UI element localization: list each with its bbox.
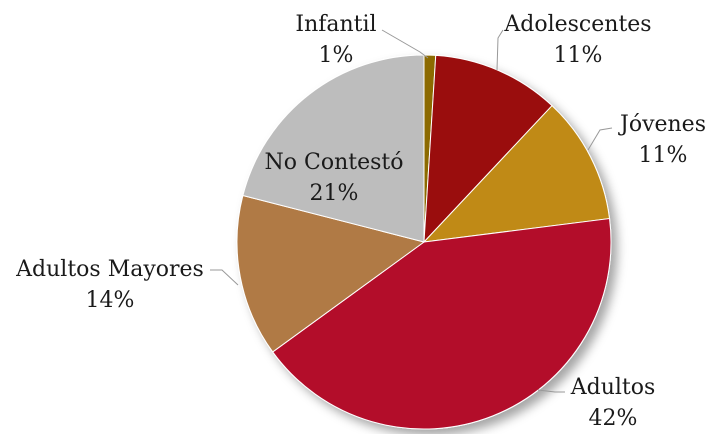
leader-line xyxy=(496,29,504,71)
leader-line xyxy=(587,127,613,151)
pie-slice xyxy=(272,218,612,430)
category-label: Jóvenes xyxy=(618,112,706,137)
labels: Infantil 1% Adolescentes 11% Jóvenes 11% Adult… xyxy=(15,12,706,431)
value-label: 21% xyxy=(310,181,359,206)
category-label: Infantil xyxy=(295,12,376,37)
leader-line xyxy=(537,389,565,393)
value-label: 11% xyxy=(639,143,688,168)
category-label: Adultos xyxy=(570,375,656,400)
value-label: 11% xyxy=(554,43,603,68)
leader-line xyxy=(381,29,429,59)
value-label: 42% xyxy=(589,406,638,431)
leader-line xyxy=(210,269,239,286)
pie xyxy=(236,54,612,430)
pie-slice xyxy=(422,104,611,243)
value-label: 1% xyxy=(319,43,354,68)
leader-lines xyxy=(210,29,613,393)
pie-slice xyxy=(242,54,425,243)
pie-slice xyxy=(423,54,553,244)
value-label: 14% xyxy=(86,288,135,313)
category-label: Adultos Mayores xyxy=(15,257,204,282)
category-label: No Contestó xyxy=(265,150,404,175)
category-label: Adolescentes xyxy=(503,12,651,37)
pie-slice xyxy=(236,194,426,353)
